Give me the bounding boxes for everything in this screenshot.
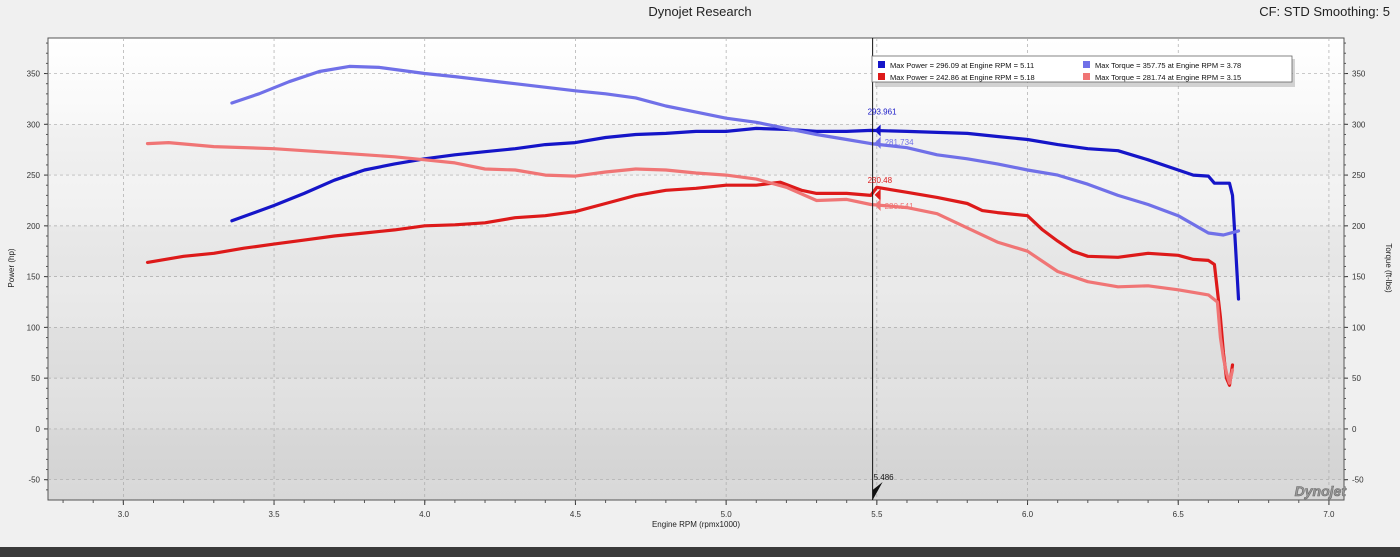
y-axis-left-title: Power (hp) [7,248,16,287]
y-right-tick-label: 300 [1352,120,1366,129]
dynojet-logo: Dynojet [1295,483,1348,499]
cursor-value-label: 293.961 [868,107,897,116]
x-axis-title: Engine RPM (rpmx1000) [652,520,740,529]
y-right-tick-label: 150 [1352,273,1366,282]
y-left-tick-label: 0 [36,425,41,434]
chart-title: Dynojet Research [648,4,752,19]
legend-swatch [878,73,885,80]
y-left-tick-label: -50 [28,476,40,485]
y-right-tick-label: 250 [1352,171,1366,180]
series-line-4 [145,141,1235,385]
plot-area [47,37,1345,501]
series-lines [145,64,1241,387]
y-right-tick-label: 50 [1352,374,1361,383]
legend-box [871,55,1293,83]
y-right-tick-label: 100 [1352,323,1366,332]
x-tick-label: 6.5 [1173,510,1185,519]
x-tick-label: 5.0 [721,510,733,519]
y-axis-right-title: Torque (ft-lbs) [1384,243,1393,293]
bottom-scroll-bar[interactable] [0,547,1400,557]
cursor-value-marker [874,188,881,201]
grid-band [49,226,1343,277]
y-left-tick-label: 150 [27,273,41,282]
cursor-value-marker [874,198,881,211]
grid-band [49,429,1343,480]
y-left-tick-label: 300 [27,120,41,129]
y-right-tick-label: 0 [1352,425,1357,434]
cursor[interactable]: 5.486 293.961 281.734 230.48 220.541 [868,38,914,500]
y-left-tick-label: 50 [31,374,40,383]
cursor-x-label: 5.486 [874,473,895,482]
x-tick-label: 7.0 [1323,510,1335,519]
cursor-value-label: 220.541 [885,202,914,211]
legend-entry: Max Torque = 281.74 at Engine RPM = 3.15 [1095,73,1241,82]
grid [48,38,1344,500]
x-tick-label: 3.5 [268,510,280,519]
y-left-tick-label: 100 [27,323,41,332]
cursor-value-label: 230.48 [868,176,893,185]
legend-entry: Max Power = 296.09 at Engine RPM = 5.11 [890,61,1034,70]
cursor-value-marker [874,136,881,149]
legend-entry: Max Power = 242.86 at Engine RPM = 5.18 [890,73,1035,82]
y-right-tick-label: 350 [1352,70,1366,79]
legend-swatch [1083,73,1090,80]
y-left-tick-label: 350 [27,70,41,79]
legend-swatch [1083,61,1090,68]
legend-entry: Max Torque = 357.75 at Engine RPM = 3.78 [1095,61,1241,70]
status-text: CF: STD Smoothing: 5 [1259,4,1390,19]
cursor-value-label: 281.734 [885,138,914,147]
y-right-tick-label: -50 [1352,476,1364,485]
cursor-value-marker [874,124,881,137]
x-tick-label: 4.0 [419,510,431,519]
grid-band [49,327,1343,378]
cursor-marker[interactable] [872,482,883,500]
x-tick-label: 5.5 [871,510,883,519]
y-right-tick-label: 200 [1352,222,1366,231]
x-tick-label: 3.0 [118,510,130,519]
x-tick-label: 6.0 [1022,510,1034,519]
y-left-tick-label: 250 [27,171,41,180]
y-left-tick-label: 200 [27,222,41,231]
series-line-3 [145,180,1235,387]
legend: Max Power = 296.09 at Engine RPM = 5.11 M… [871,55,1295,87]
series-line-1 [230,126,1241,301]
x-tick-label: 4.5 [570,510,582,519]
axis-ticks: 350 350 300 300 250 250 200 200 150 150 100 100 50 50… [27,42,1366,519]
legend-swatch [878,61,885,68]
series-line-2 [230,64,1241,237]
